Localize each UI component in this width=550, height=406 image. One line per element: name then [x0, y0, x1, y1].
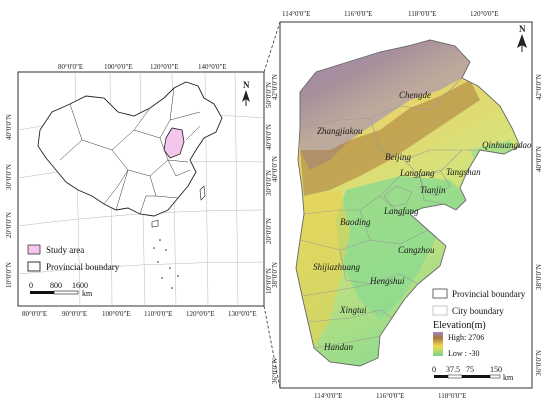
island-taiwan — [199, 185, 206, 201]
overview-lat-right-2: 30°0'0"N — [265, 170, 273, 196]
legend-detail-city-label: City boundary — [452, 306, 504, 316]
legend-elevation-title: Elevation(m) — [433, 320, 486, 331]
detail-lon-top-2: 118°0'0"E — [408, 10, 436, 18]
overview-lon-top-2: 120°0'0"E — [150, 63, 179, 71]
overview-scale-2: 1600 — [72, 281, 88, 290]
detail-north-arrow: N — [517, 24, 527, 52]
overview-lat-right-4: 10°0'0"N — [265, 268, 273, 294]
detail-lat-right-0: 42°0'0"N — [535, 74, 543, 100]
detail-scale-1: 37.5 — [446, 365, 460, 374]
city-label-langfang-north: Langfang — [399, 168, 435, 178]
detail-lon-bottom-1: 116°0'0"E — [376, 392, 404, 400]
overview-lat-left-3: 10°0'0"N — [5, 262, 13, 288]
overview-lon-top-0: 80°0'0"E — [58, 63, 83, 71]
overview-north-label: N — [243, 80, 250, 90]
city-label-xingtai: Xingtai — [339, 305, 367, 315]
overview-lon-top-1: 100°0'0"E — [104, 63, 133, 71]
city-label-beijing: Beijing — [385, 152, 411, 162]
overview-lon-bottom-5: 130°0'0"E — [228, 310, 257, 318]
overview-lon-bottom-1: 90°0'0"E — [62, 310, 87, 318]
overview-legend: Study area Provincial boundary — [27, 244, 120, 272]
detail-lat-right-2: 38°0'0"N — [535, 264, 543, 290]
city-label-handan: Handan — [323, 342, 353, 352]
overview-lon-bottom-0: 80°0'0"E — [22, 310, 47, 318]
city-label-langfang: Langfang — [383, 206, 419, 216]
overview-lat-right-1: 40°0'0"N — [265, 124, 273, 150]
city-label-cangzhou: Cangzhou — [398, 245, 435, 255]
detail-scale-unit: km — [503, 373, 514, 382]
detail-lon-top-3: 120°0'0"E — [470, 10, 499, 18]
south-sea-islands — [153, 239, 179, 289]
city-label-qinhuangdao: Qinhuangdao — [482, 140, 532, 150]
city-label-chengde: Chengde — [399, 90, 431, 100]
overview-lon-bottom-3: 110°0'0"E — [144, 310, 172, 318]
legend-study-area-swatch — [27, 244, 41, 255]
city-labels: Chengde Zhangjiakou Beijing Qinhuangdao … — [313, 90, 532, 352]
study-area-highlight — [163, 127, 185, 159]
overview-lat-left-0: 40°0'0"N — [5, 114, 13, 140]
city-label-zhangjiakou: Zhangjiakou — [317, 126, 363, 136]
hebei-outline — [295, 39, 521, 367]
city-label-tangshan: Tangshan — [446, 167, 481, 177]
city-label-baoding: Baoding — [340, 217, 371, 227]
legend-study-area-label: Study area — [46, 245, 84, 255]
detail-lon-bottom-2: 118°0'0"E — [438, 392, 466, 400]
overview-scale-unit: km — [82, 289, 93, 298]
overview-scale-0: 0 — [29, 281, 33, 290]
detail-scale-2: 75 — [466, 365, 474, 374]
detail-scale-0: 0 — [432, 365, 436, 374]
detail-lat-right-3: 36°0'0"N — [535, 350, 543, 376]
detail-ticks: 114°0'0"E 116°0'0"E 118°0'0"E 120°0'0"E … — [271, 10, 543, 400]
overview-lat-right-0: 50°0'0"N — [265, 82, 273, 108]
detail-north-label: N — [519, 24, 526, 34]
overview-lon-bottom-2: 100°0'0"E — [102, 310, 131, 318]
detail-lon-bottom-0: 114°0'0"E — [314, 392, 342, 400]
legend-elevation-ramp — [433, 332, 443, 356]
overview-lat-left-1: 30°0'0"N — [5, 164, 13, 190]
overview-scale-1: 800 — [50, 281, 62, 290]
legend-detail-provincial-swatch — [432, 288, 448, 299]
legend-elevation-low: Low : -30 — [448, 349, 480, 358]
overview-map: N 80°0'0"E 100°0'0"E 120°0'0"E 140°0'0"E… — [5, 63, 273, 318]
overview-lon-bottom-4: 120°0'0"E — [186, 310, 215, 318]
city-label-shijiazhuang: Shijiazhuang — [313, 262, 361, 272]
detail-city-boundaries — [299, 77, 480, 349]
detail-scale-3: 150 — [490, 365, 502, 374]
overview-lat-left-2: 20°0'0"N — [5, 212, 13, 238]
detail-lat-right-1: 40°0'0"N — [535, 146, 543, 172]
detail-lat-left-1: 40°0'0"N — [271, 156, 279, 182]
detail-lat-left-0: 42°0'0"N — [271, 74, 279, 100]
overview-lon-top-3: 140°0'0"E — [198, 63, 227, 71]
detail-legend: Provincial boundary City boundary Elevat… — [432, 288, 526, 358]
island-hainan — [151, 219, 159, 228]
detail-map: Chengde Zhangjiakou Beijing Qinhuangdao … — [271, 10, 543, 400]
overview-ticks: 80°0'0"E 100°0'0"E 120°0'0"E 140°0'0"E 8… — [5, 63, 273, 318]
city-label-tianjin: Tianjin — [420, 185, 446, 195]
detail-lat-left-2: 38°0'0"N — [271, 262, 279, 288]
legend-provincial-label: Provincial boundary — [46, 262, 120, 272]
city-label-hengshui: Hengshui — [369, 276, 405, 286]
china-outline — [37, 81, 223, 217]
legend-detail-provincial-label: Provincial boundary — [452, 289, 526, 299]
detail-lon-top-1: 116°0'0"E — [344, 10, 372, 18]
overview-north-arrow: N — [242, 80, 250, 106]
china-provinces — [59, 87, 201, 215]
legend-detail-city-swatch — [432, 305, 448, 316]
detail-lat-left-3: 36°0'0"N — [271, 358, 279, 384]
zoom-connector-lines — [263, 21, 281, 389]
detail-lon-top-0: 114°0'0"E — [282, 10, 310, 18]
legend-elevation-high: High: 2706 — [448, 333, 484, 342]
detail-scale-bar: 0 37.5 75 150 km — [432, 365, 514, 382]
overview-lat-right-3: 20°0'0"N — [265, 218, 273, 244]
legend-provincial-swatch — [27, 261, 41, 272]
overview-scale-bar: 0 800 1600 km — [29, 281, 93, 298]
